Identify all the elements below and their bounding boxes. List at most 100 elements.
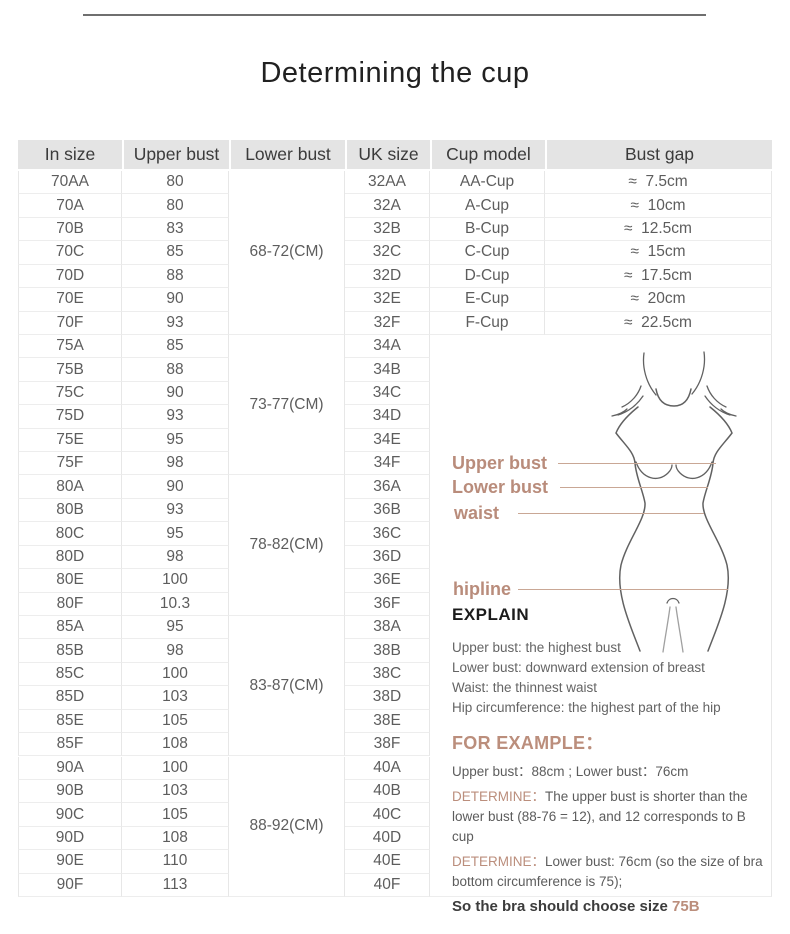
cell-bust-gap: ≈ 22.5cm [545,311,772,335]
cell-upper-bust: 88 [122,358,229,382]
cell-cup-model: AA-Cup [430,171,545,195]
cell-uk-size: 34C [345,381,430,406]
cell-in-size: 85E [18,709,122,734]
example-conclusion: So the bra should choose size 75B [452,897,766,917]
cell-uk-size: 36C [345,522,430,546]
explain-line: Waist: the thinnest waist [452,680,598,695]
example-text: Upper bust：88cm ; Lower bust：76cm DETERM… [452,762,766,922]
cell-in-size: 85C [18,662,122,687]
col-header-upper-bust: Upper bust [122,140,229,171]
cell-in-size: 90B [18,779,122,804]
cell-uk-size: 36D [345,545,430,570]
cell-upper-bust: 90 [122,475,229,499]
cell-bust-gap: ≈ 10cm [545,194,772,218]
cell-in-size: 80F [18,592,122,616]
example-intro: Upper bust：88cm ; Lower bust：76cm [452,764,689,779]
cell-uk-size: 34B [345,358,430,382]
cell-cup-model: A-Cup [430,194,545,218]
cell-upper-bust: 80 [122,194,229,218]
cell-uk-size: 32F [345,311,430,335]
cell-uk-size: 32AA [345,171,430,195]
cell-upper-bust: 113 [122,873,229,897]
cell-in-size: 75E [18,428,122,453]
cell-upper-bust: 98 [122,639,229,663]
cell-lower-bust-merged: 73-77(CM) [229,334,345,476]
cell-upper-bust: 108 [122,733,229,757]
hipline-measure-line [518,589,728,590]
cell-uk-size: 32D [345,264,430,289]
waist-measure-line [518,513,704,514]
lower-bust-measure-line [560,487,708,488]
cell-upper-bust: 105 [122,803,229,827]
cell-uk-size: 38C [345,662,430,687]
explain-text: Upper bust: the highest bust Lower bust:… [452,638,770,718]
cell-upper-bust: 90 [122,288,229,312]
cell-in-size: 90D [18,826,122,851]
cell-bust-gap: ≈ 17.5cm [545,264,772,289]
explain-heading: EXPLAIN [452,605,530,624]
for-example-heading: FOR EXAMPLE： [452,733,604,753]
cell-uk-size: 34A [345,334,430,359]
cell-uk-size: 34D [345,405,430,429]
col-header-uk-size: UK size [345,140,430,171]
top-divider-rule [83,14,706,16]
cell-uk-size: 36B [345,498,430,523]
body-figure-illustration [611,351,737,653]
cell-uk-size: 36A [345,475,430,499]
cell-in-size: 70D [18,264,122,289]
cell-uk-size: 38E [345,709,430,734]
cell-in-size: 80A [18,475,122,499]
cell-bust-gap: ≈ 20cm [545,288,772,312]
cell-uk-size: 40A [345,756,430,780]
cell-in-size: 80C [18,522,122,546]
cell-cup-model: E-Cup [430,288,545,312]
cell-uk-size: 32C [345,241,430,265]
determine-label: DETERMINE： [452,789,546,804]
measurement-guide-panel: Upper bust Lower bust waist hipline EXPL… [430,335,772,915]
cell-in-size: 90A [18,756,122,780]
cell-upper-bust: 95 [122,428,229,453]
cell-in-size: 75F [18,452,122,476]
cell-in-size: 80E [18,569,122,593]
cell-in-size: 75C [18,381,122,406]
cell-in-size: 70E [18,288,122,312]
col-header-in-size: In size [18,140,122,171]
cell-upper-bust: 98 [122,452,229,476]
cell-upper-bust: 100 [122,756,229,780]
page-title: Determining the cup [260,57,530,89]
cell-uk-size: 38D [345,686,430,710]
cell-upper-bust: 95 [122,615,229,640]
determine-text: The upper bust is shorter than the lower… [452,789,748,844]
lower-bust-label: Lower bust [452,477,549,497]
cell-upper-bust: 103 [122,779,229,804]
cell-in-size: 85A [18,615,122,640]
cell-in-size: 75A [18,334,122,359]
cell-in-size: 70C [18,241,122,265]
hipline-label: hipline [453,579,511,599]
explain-line: Upper bust: the highest bust [452,640,621,655]
conclusion-size-highlight: 75B [672,898,700,915]
cell-upper-bust: 100 [122,662,229,687]
explain-line: Hip circumference: the highest part of t… [452,700,721,715]
cell-uk-size: 40D [345,826,430,851]
cell-cup-model: D-Cup [430,264,545,289]
determine-label: DETERMINE： [452,854,546,869]
cell-upper-bust: 108 [122,826,229,851]
cell-uk-size: 40C [345,803,430,827]
col-header-lower-bust: Lower bust [229,140,345,171]
cell-in-size: 85B [18,639,122,663]
cell-in-size: 80D [18,545,122,570]
cell-uk-size: 34E [345,428,430,453]
cell-uk-size: 40B [345,779,430,804]
cell-lower-bust-merged: 78-82(CM) [229,475,345,616]
col-header-bust-gap: Bust gap [545,140,772,171]
cell-upper-bust: 88 [122,264,229,289]
cell-upper-bust: 80 [122,171,229,195]
cell-upper-bust: 95 [122,522,229,546]
cell-in-size: 75B [18,358,122,382]
cell-uk-size: 40F [345,873,430,897]
cell-upper-bust: 105 [122,709,229,734]
col-header-cup-model: Cup model [430,140,545,171]
cell-uk-size: 38A [345,615,430,640]
cell-cup-model: C-Cup [430,241,545,265]
